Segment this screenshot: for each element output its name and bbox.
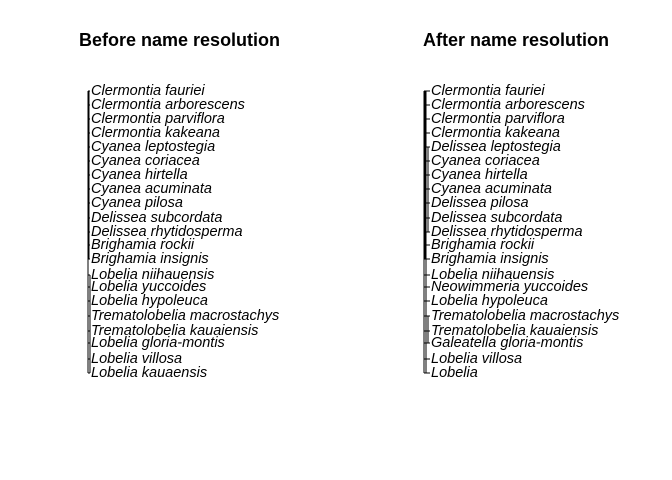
tip-label: Clermontia kakeana xyxy=(431,125,560,141)
tip-label: Clermontia arborescens xyxy=(91,97,245,113)
tip-label: Trematolobelia kauaiensis xyxy=(91,323,258,339)
tip-label: Clermontia fauriei xyxy=(91,83,205,99)
tip-label: Delissea subcordata xyxy=(91,210,222,226)
tip-label: Trematolobelia kauaiensis xyxy=(431,323,598,339)
tip-label: Galeatella gloria-montis xyxy=(431,335,583,351)
tip-label: Lobelia xyxy=(431,365,478,381)
tip-label: Lobelia hypoleuca xyxy=(431,293,548,309)
tip-label: Lobelia villosa xyxy=(91,351,182,367)
tip-label: Cyanea hirtella xyxy=(91,167,188,183)
tip-label: Brighamia insignis xyxy=(431,251,549,267)
tip-label: Lobelia yuccoides xyxy=(91,279,206,295)
tip-label: Cyanea acuminata xyxy=(91,181,212,197)
tip-label: Lobelia niihauensis xyxy=(431,267,554,283)
tip-label: Clermontia parviflora xyxy=(91,111,225,127)
tip-label: Neowimmeria yuccoides xyxy=(431,279,588,295)
tip-label: Trematolobelia macrostachys xyxy=(91,308,279,324)
tip-label: Cyanea pilosa xyxy=(91,195,183,211)
tip-label: Lobelia villosa xyxy=(431,351,522,367)
tip-label: Brighamia rockii xyxy=(91,237,195,253)
tip-label: Delissea rhytidosperma xyxy=(91,224,243,240)
tip-label: Lobelia hypoleuca xyxy=(91,293,208,309)
tip-label: Clermontia kakeana xyxy=(91,125,220,141)
tip-label: Delissea pilosa xyxy=(431,195,529,211)
tip-label: Lobelia niihauensis xyxy=(91,267,214,283)
tip-label: Delissea subcordata xyxy=(431,210,562,226)
panel-title-before: Before name resolution xyxy=(79,30,281,50)
tip-label: Brighamia insignis xyxy=(91,251,209,267)
tip-label: Cyanea hirtella xyxy=(431,167,528,183)
tip-label: Trematolobelia macrostachys xyxy=(431,308,619,324)
tip-label: Cyanea acuminata xyxy=(431,181,552,197)
tip-label: Delissea rhytidosperma xyxy=(431,224,583,240)
tip-label: Lobelia gloria-montis xyxy=(91,335,225,351)
tip-label: Cyanea coriacea xyxy=(431,153,540,169)
tip-label: Clermontia fauriei xyxy=(431,83,545,99)
panel-title-after: After name resolution xyxy=(423,30,610,50)
tip-label: Cyanea coriacea xyxy=(91,153,200,169)
tip-label: Clermontia parviflora xyxy=(431,111,565,127)
tip-label: Lobelia kauaensis xyxy=(91,365,207,381)
tip-label: Clermontia arborescens xyxy=(431,97,585,113)
tip-label: Delissea leptostegia xyxy=(431,139,561,155)
tip-label: Cyanea leptostegia xyxy=(91,139,215,155)
tip-label: Brighamia rockii xyxy=(431,237,535,253)
